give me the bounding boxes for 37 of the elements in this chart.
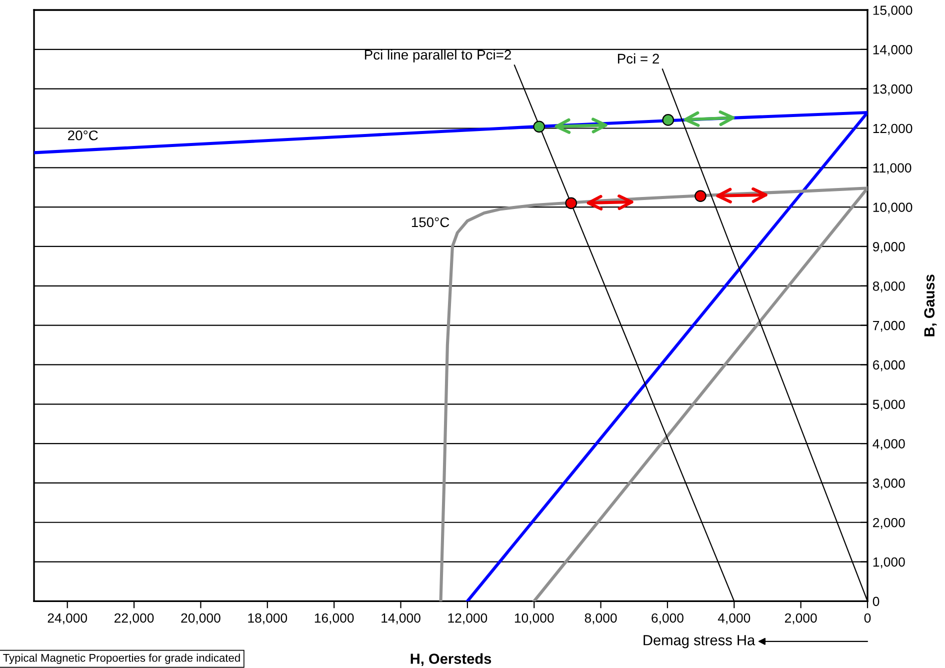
y-tick-label: 12,000 (873, 124, 912, 135)
x-tick-label: 22,000 (114, 613, 154, 624)
y-tick-label: 5,000 (872, 400, 905, 411)
y-tick-label: 6,000 (873, 360, 905, 372)
y-tick-label: 11,000 (873, 163, 912, 174)
x-tick-label: 16,000 (314, 613, 354, 624)
x-tick-label: 6,000 (652, 613, 684, 624)
text: Demag stress Ha (644, 635, 756, 648)
y-tick-label: 3,000 (872, 478, 905, 490)
annotation: Pci = 2 (618, 53, 659, 64)
text: Typical Magnetic Propoerties for grade indicated (3, 654, 240, 664)
x-tick-label: 20,000 (181, 613, 220, 624)
y-axis-title: B, Gauss (924, 274, 937, 336)
x-tick-label: 18,000 (248, 613, 288, 624)
x-tick-label: 12,000 (448, 613, 488, 624)
annotation: 20°C (68, 130, 98, 140)
y-tick-label: 13,000 (873, 84, 912, 96)
x-tick-label: 10,000 (514, 613, 554, 624)
x-tick-label: 4,000 (718, 613, 750, 624)
y-tick-label: 7,000 (873, 320, 905, 332)
annotation: 150°C (412, 217, 450, 228)
x-tick-label: 0 (864, 613, 871, 623)
y-tick-label: 0 (872, 596, 880, 606)
x-tick-label: 24,000 (48, 613, 88, 624)
y-tick-label: 14,000 (873, 45, 912, 56)
y-tick-label: 8,000 (872, 281, 905, 292)
x-axis-title: H, Oersteds (410, 653, 492, 666)
y-tick-label: 2,000 (873, 518, 905, 529)
y-tick-label: 10,000 (873, 202, 912, 214)
y-tick-label: 4,000 (872, 439, 905, 450)
x-tick-label: 2,000 (784, 613, 817, 624)
x-tick-label: 14,000 (382, 613, 420, 624)
y-tick-label: 9,000 (872, 242, 905, 253)
y-tick-label: 15,000 (873, 6, 912, 16)
y-tick-label: 1,000 (873, 557, 905, 568)
annotation: Pci line parallel to Pci=2 (364, 49, 511, 62)
x-tick-label: 8,000 (584, 613, 617, 624)
